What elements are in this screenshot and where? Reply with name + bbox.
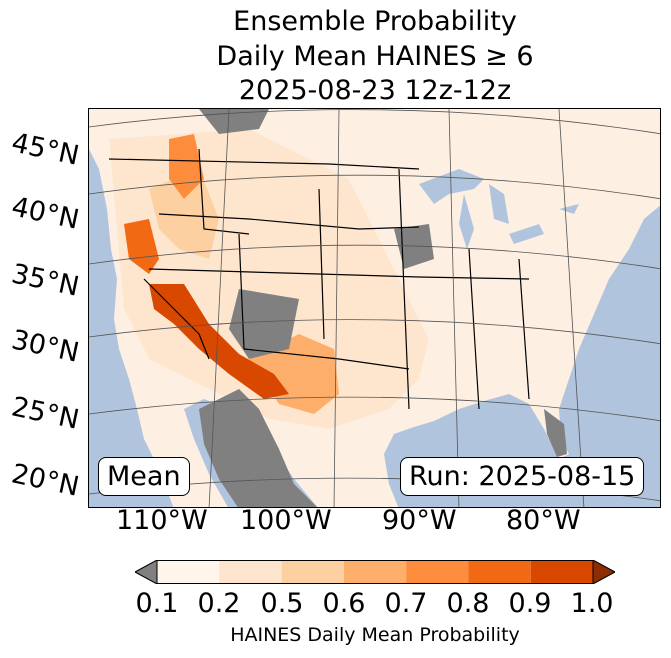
lon-label-90w: 90°W bbox=[382, 505, 457, 536]
missing-data-florida bbox=[544, 409, 567, 457]
colorbar-segment bbox=[468, 560, 531, 584]
title-line-1: Ensemble Probability bbox=[233, 6, 517, 37]
missing-data-midwest bbox=[394, 224, 434, 269]
prob-region-high-northwest bbox=[169, 134, 204, 199]
prob-region-high-southwest bbox=[149, 284, 289, 399]
colorbar-under-triangle bbox=[135, 560, 158, 584]
missing-data-plateau bbox=[229, 289, 299, 359]
colorbar-segment bbox=[219, 560, 282, 584]
lat-label-30: 30°N bbox=[8, 324, 82, 369]
title-line-3: 2025-08-23 12z-12z bbox=[238, 75, 512, 106]
colorbar-tick: 0.8 bbox=[446, 588, 490, 619]
colorbar-label: HAINES Daily Mean Probability bbox=[230, 624, 520, 646]
colorbar-outline bbox=[156, 560, 594, 584]
mean-label: Mean bbox=[98, 457, 190, 496]
colorbar-segment bbox=[530, 560, 593, 584]
colorbar-tick: 0.1 bbox=[135, 588, 179, 619]
colorbar-segment bbox=[343, 560, 407, 584]
map-canvas bbox=[89, 109, 660, 507]
lat-label-25: 25°N bbox=[8, 391, 82, 436]
colorbar-tick: 0.2 bbox=[197, 588, 241, 619]
missing-data-mexico bbox=[199, 389, 317, 507]
missing-data-north bbox=[199, 109, 269, 134]
colorbar-tick: 1.0 bbox=[570, 588, 614, 619]
colorbar-over-triangle bbox=[592, 560, 615, 584]
lat-label-45: 45°N bbox=[8, 127, 82, 172]
prob-region-california bbox=[124, 219, 159, 274]
prob-region-southwest bbox=[249, 334, 339, 414]
colorbar-tick: 0.7 bbox=[384, 588, 428, 619]
colorbar-segment bbox=[406, 560, 469, 584]
colorbar bbox=[135, 560, 615, 584]
colorbar-tick: 0.5 bbox=[260, 588, 304, 619]
probability-map bbox=[88, 108, 661, 508]
lon-label-100w: 100°W bbox=[240, 505, 332, 536]
colorbar-tick: 0.9 bbox=[508, 588, 552, 619]
state-borders bbox=[108, 148, 530, 410]
colorbar-segment bbox=[281, 560, 344, 584]
lon-label-110w: 110°W bbox=[116, 505, 208, 536]
colorbar-tick: 0.6 bbox=[322, 588, 366, 619]
lat-label-35: 35°N bbox=[8, 258, 82, 303]
lat-label-20: 20°N bbox=[8, 458, 82, 503]
great-lakes bbox=[419, 169, 579, 249]
title-line-2: Daily Mean HAINES ≥ 6 bbox=[216, 41, 534, 72]
run-date-label: Run: 2025-08-15 bbox=[400, 457, 645, 496]
lon-label-80w: 80°W bbox=[506, 505, 581, 536]
lat-label-40: 40°N bbox=[8, 191, 82, 236]
colorbar-segment bbox=[157, 560, 220, 584]
